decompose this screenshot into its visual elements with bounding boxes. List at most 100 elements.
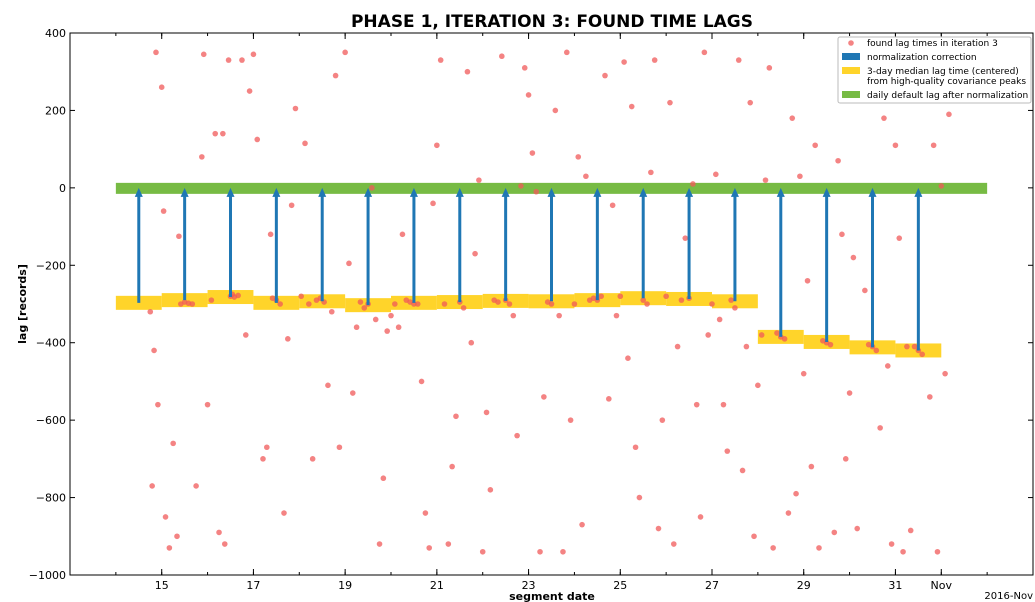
lag-point xyxy=(242,332,249,338)
lag-point xyxy=(239,57,245,63)
y-tick-label: 400 xyxy=(45,27,66,40)
lag-point xyxy=(713,171,719,178)
legend-label: found lag times in iteration 3 xyxy=(867,39,998,49)
lag-point xyxy=(636,494,643,501)
y-tick-label: −1000 xyxy=(29,569,66,582)
lag-point xyxy=(495,299,501,305)
lag-point xyxy=(506,301,513,307)
lag-point xyxy=(563,49,570,56)
lag-point xyxy=(888,541,895,547)
lag-point xyxy=(204,401,211,408)
lag-point xyxy=(476,177,482,183)
lag-point xyxy=(361,305,368,311)
lag-point xyxy=(655,525,662,532)
lag-point xyxy=(797,173,803,180)
lag-point xyxy=(264,444,270,451)
lag-point xyxy=(724,448,731,454)
lag-point xyxy=(158,84,165,90)
lag-point xyxy=(342,49,348,56)
lag-point xyxy=(499,53,505,60)
lag-point xyxy=(697,514,704,520)
correction-arrow xyxy=(593,187,602,301)
legend-label: from high-quality covariance peaks xyxy=(867,77,1026,87)
lag-point xyxy=(716,316,723,323)
lag-point xyxy=(155,401,161,408)
correction-arrow xyxy=(685,187,694,299)
lag-point xyxy=(732,305,738,311)
lag-point xyxy=(510,312,517,319)
lag-point xyxy=(640,297,647,303)
lag-point xyxy=(518,183,524,189)
legend-box xyxy=(837,36,1032,104)
lag-point xyxy=(189,301,196,307)
lag-point xyxy=(735,57,742,63)
x-tick-label: 31 xyxy=(888,579,902,592)
lag-point xyxy=(288,202,295,209)
lag-point xyxy=(567,417,574,423)
correction-arrow xyxy=(501,187,510,301)
lag-point xyxy=(422,510,429,516)
lag-point xyxy=(617,293,624,300)
correction-arrow xyxy=(226,187,235,298)
lag-point xyxy=(170,440,176,447)
lag-point xyxy=(372,316,379,323)
x-tick-label: 23 xyxy=(522,579,536,592)
x-axis-label: segment date xyxy=(509,590,595,602)
lag-point xyxy=(548,301,555,307)
y-tick-label: 200 xyxy=(45,104,66,117)
lag-point xyxy=(277,301,283,307)
lag-point xyxy=(541,394,547,400)
lag-point xyxy=(220,130,226,137)
lag-point xyxy=(193,483,199,489)
lag-point xyxy=(468,339,475,346)
lag-point xyxy=(254,136,261,143)
correction-arrow xyxy=(180,187,189,301)
x-tick-label: 27 xyxy=(705,579,719,592)
lag-point xyxy=(212,130,219,137)
lag-point xyxy=(472,250,478,257)
lag-point xyxy=(160,208,167,214)
lag-point xyxy=(804,277,811,284)
lag-point xyxy=(246,88,253,94)
lag-point xyxy=(663,293,669,300)
lag-point xyxy=(800,370,807,377)
lag-point xyxy=(571,301,578,307)
lag-point xyxy=(437,57,444,63)
lag-point xyxy=(625,355,631,362)
lag-point xyxy=(199,154,205,160)
lag-point xyxy=(598,293,604,300)
lag-point xyxy=(793,490,799,497)
lag-point xyxy=(632,444,639,451)
legend-patch xyxy=(842,67,860,74)
lag-point xyxy=(267,231,274,238)
lag-point xyxy=(930,142,937,149)
lag-point xyxy=(927,394,933,400)
lag-point xyxy=(583,173,589,180)
lag-point xyxy=(667,99,673,106)
lag-point xyxy=(690,181,696,187)
legend-label: daily default lag after normalization xyxy=(867,91,1028,101)
lag-point xyxy=(709,301,715,307)
y-tick-label: −200 xyxy=(36,259,66,272)
lag-point xyxy=(674,343,681,350)
legend-entry: found lag times in iteration 3 xyxy=(848,39,998,49)
lag-point xyxy=(751,533,757,540)
x-tick-label: 25 xyxy=(613,579,627,592)
lag-point xyxy=(298,293,304,300)
chart-title: PHASE 1, ITERATION 3: FOUND TIME LAGS xyxy=(351,12,753,32)
lag-point xyxy=(919,351,925,358)
legend-patch xyxy=(842,53,860,60)
lag-point xyxy=(376,541,383,547)
lag-point xyxy=(153,49,159,56)
legend-marker xyxy=(848,40,854,46)
plot-area xyxy=(115,49,988,555)
lag-point xyxy=(525,92,532,98)
lag-point xyxy=(306,301,312,307)
lag-point xyxy=(336,444,343,451)
lag-point xyxy=(621,59,627,65)
lag-point xyxy=(904,343,910,350)
lag-point xyxy=(529,150,536,156)
lag-point xyxy=(682,235,689,241)
lag-point xyxy=(628,103,635,110)
lag-point xyxy=(705,332,711,338)
